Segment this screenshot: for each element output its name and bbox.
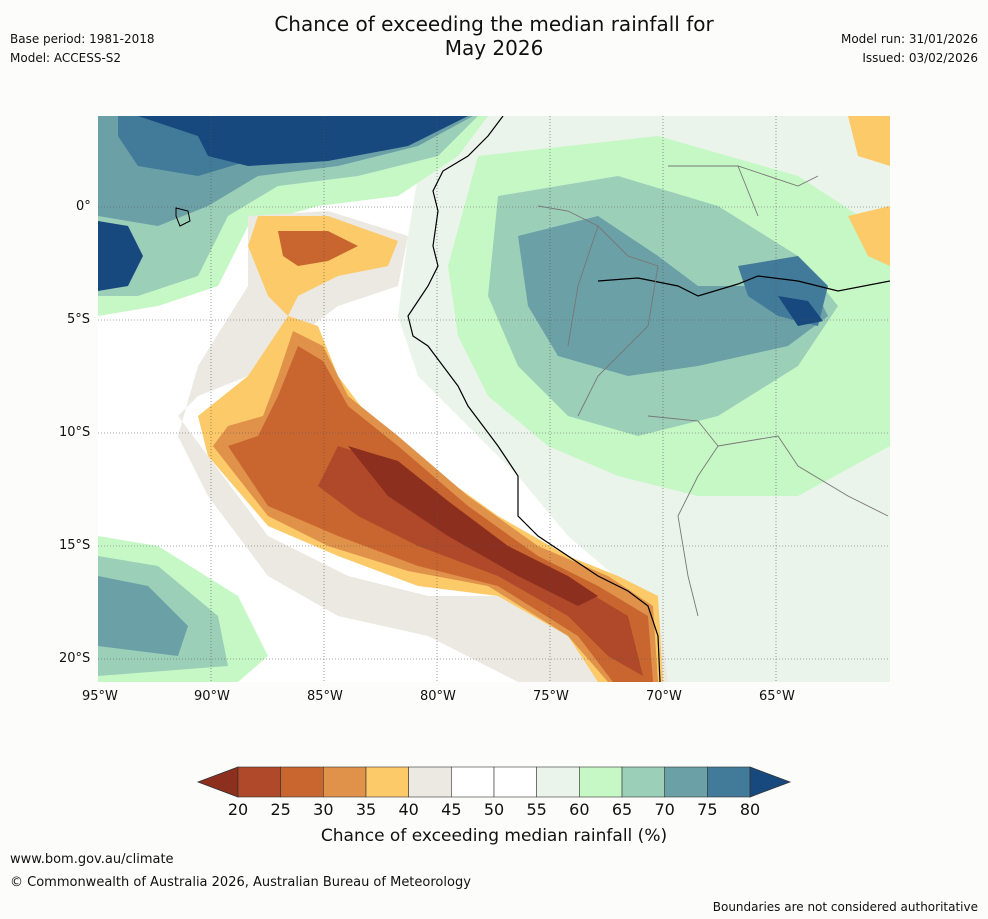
copyright-notice: © Commonwealth of Australia 2026, Austra… <box>10 875 471 890</box>
lon-label-80w: 80°W <box>420 689 456 704</box>
colorbar-cell <box>664 766 708 798</box>
colorbar-high-arrow <box>749 766 792 798</box>
title-line-1: Chance of exceeding the median rainfall … <box>274 12 714 36</box>
rainfall-map <box>98 116 890 682</box>
lat-label-15s: 15°S <box>59 538 91 553</box>
title-line-2: May 2026 <box>444 36 544 60</box>
colorbar <box>196 766 792 798</box>
colorbar-tick-label: 65 <box>611 800 633 819</box>
colorbar-cell <box>237 766 281 798</box>
colorbar-cell <box>621 766 665 798</box>
colorbar-cell <box>365 766 409 798</box>
region-25-30-north <box>278 231 358 266</box>
region-below-20 <box>348 446 598 606</box>
region-35-40-ne <box>848 116 890 166</box>
colorbar-low-arrow <box>196 766 239 798</box>
coastline <box>407 116 661 682</box>
map-title: Chance of exceeding the median rainfall … <box>0 12 988 60</box>
base-period: Base period: 1981-2018 <box>10 32 155 46</box>
colorbar-tick-label: 45 <box>441 800 462 819</box>
region-80-land <box>778 296 823 326</box>
lat-label-0: 0° <box>76 199 91 214</box>
map-svg <box>98 116 890 682</box>
colorbar-cell <box>451 766 495 798</box>
disclaimer: Boundaries are not considered authoritat… <box>712 900 978 914</box>
colorbar-cell <box>579 766 623 798</box>
lon-label-90w: 90°W <box>194 689 230 704</box>
colorbar-tick-label: 35 <box>355 800 377 819</box>
colorbar-cells <box>237 766 751 798</box>
colorbar-tick-label: 75 <box>697 800 718 819</box>
colorbar-tick-label: 20 <box>227 800 249 819</box>
colorbar-cell <box>536 766 580 798</box>
colorbar-tick-label: 60 <box>569 800 590 819</box>
model-run: Model run: 31/01/2026 <box>840 32 978 46</box>
lon-label-85w: 85°W <box>307 689 343 704</box>
colorbar-tick-label: 25 <box>270 800 291 819</box>
colorbar-tick-label: 50 <box>483 800 505 819</box>
colorbar-title: Chance of exceeding median rainfall (%) <box>320 826 668 846</box>
model-name: Model: ACCESS-S2 <box>10 51 122 65</box>
colorbar-cell <box>280 766 324 798</box>
colorbar-tick-label: 40 <box>398 800 419 819</box>
lon-label-75w: 75°W <box>533 689 569 704</box>
lon-label-95w: 95°W <box>82 689 118 704</box>
colorbar-cell <box>408 766 452 798</box>
colorbar-tick-label: 80 <box>739 800 761 819</box>
colorbar-cell <box>707 766 751 798</box>
colorbar-tick-label: 55 <box>526 800 547 819</box>
colorbar-tick-label: 70 <box>654 800 675 819</box>
region-80-ocean <box>138 116 468 166</box>
region-80-west <box>98 221 143 291</box>
region-70-75-sw <box>98 576 188 656</box>
lon-label-65w: 65°W <box>759 689 795 704</box>
website-link[interactable]: www.bom.gov.au/climate <box>10 852 174 867</box>
colorbar-cell <box>323 766 367 798</box>
galapagos-islands <box>175 207 191 227</box>
issued-date: Issued: 03/02/2026 <box>862 51 978 65</box>
country-borders <box>537 165 889 617</box>
lat-label-10s: 10°S <box>59 425 91 440</box>
graticule <box>98 116 890 682</box>
region-70-75-land <box>518 216 828 376</box>
colorbar-tick-label: 30 <box>313 800 334 819</box>
river-line <box>597 275 890 297</box>
lon-label-70w: 70°W <box>646 689 682 704</box>
lat-label-20s: 20°S <box>59 651 91 666</box>
lat-label-5s: 5°S <box>67 312 91 327</box>
region-35-40-east <box>848 206 890 266</box>
colorbar-cell <box>493 766 537 798</box>
